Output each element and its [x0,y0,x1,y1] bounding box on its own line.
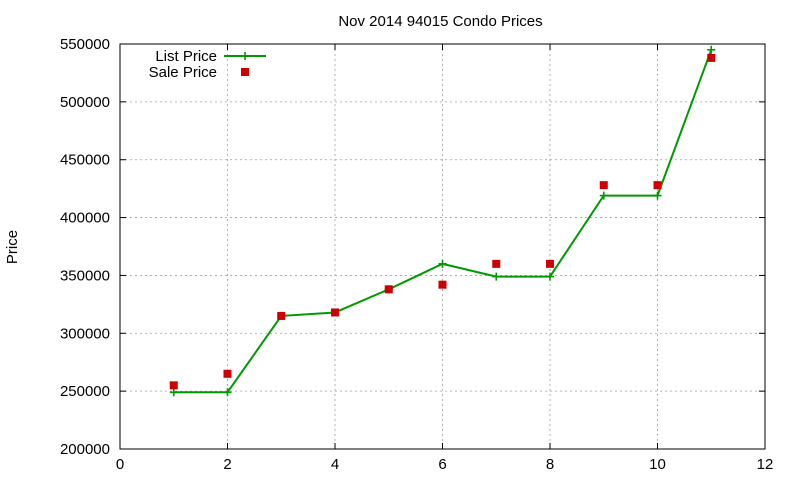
y-tick-label: 300000 [60,325,110,342]
data-point [169,388,178,397]
x-tick-label: 6 [438,456,446,473]
x-tick-label: 2 [223,456,231,473]
data-point [707,53,716,62]
series-list-price [169,45,716,397]
y-axis-label: Price [4,230,21,264]
legend-square-swatch [241,68,249,76]
data-point [599,181,608,190]
x-tick-label: 4 [331,456,339,473]
data-point [438,280,447,289]
series-layer [169,45,716,397]
y-tick-label: 200000 [60,441,110,458]
y-tick-label: 350000 [60,267,110,284]
data-point [546,259,554,268]
data-point [653,181,662,190]
data-point [384,285,393,294]
data-point [277,311,286,320]
data-point [438,259,447,268]
x-tick-label: 8 [546,456,554,473]
y-tick-label: 500000 [60,94,110,111]
legend-label: List Price [155,48,217,65]
y-tick-label: 250000 [60,383,110,400]
data-point [707,45,716,54]
axis-ticks: 0 2 4 6 8 10 12 200000 250000 300000 350000 400000 4… [60,36,773,473]
legend-label: Sale Price [149,64,217,81]
data-point [169,381,178,390]
data-point [492,272,501,281]
data-point [331,308,339,317]
chart-title: Nov 2014 94015 Condo Prices [338,13,542,30]
data-point [599,191,608,200]
x-tick-label: 12 [757,456,774,473]
x-tick-label: 0 [116,456,124,473]
series-sale-price [169,53,716,390]
y-tick-label: 400000 [60,210,110,227]
y-tick-label: 550000 [60,36,110,53]
grid [120,44,765,449]
data-point [653,191,662,200]
x-tick-label: 10 [649,456,666,473]
y-tick-label: 450000 [60,152,110,169]
data-point [223,388,232,397]
data-point [223,369,232,378]
data-point [492,259,501,268]
data-point [546,272,554,281]
legend-plus-swatch [241,52,249,60]
